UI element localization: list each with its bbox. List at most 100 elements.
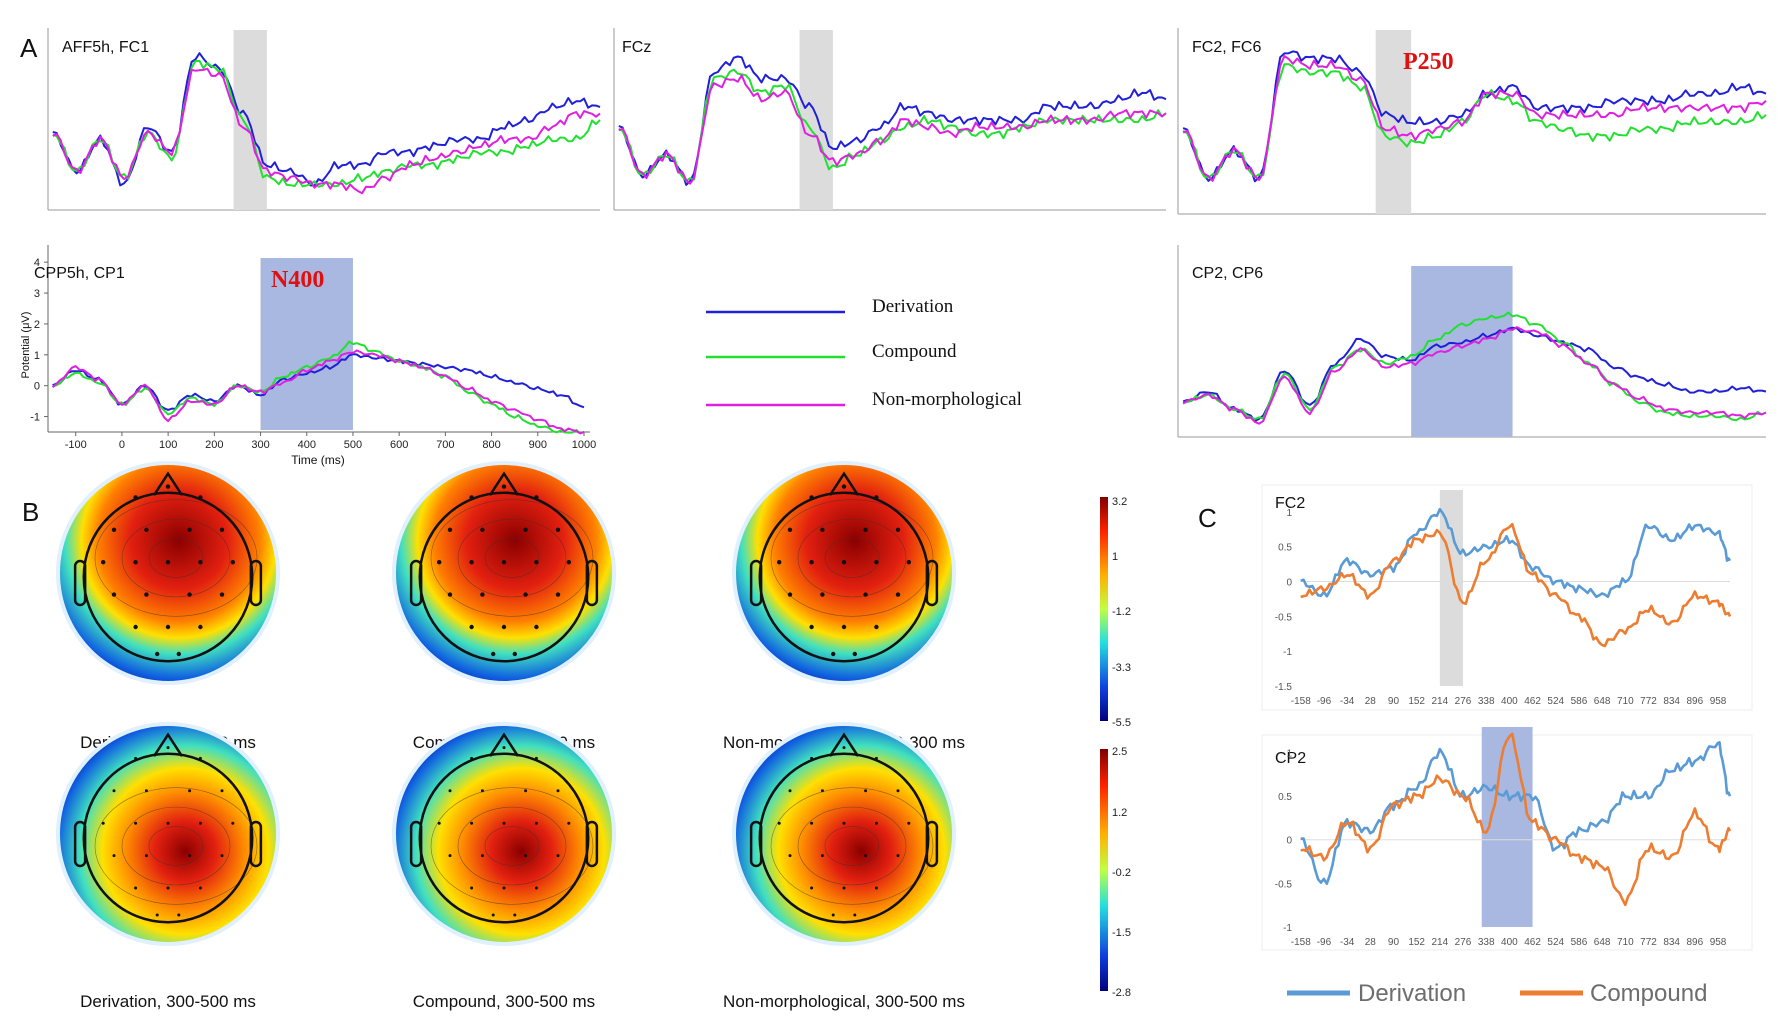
gray-window — [1375, 30, 1412, 214]
x-tick-label: 834 — [1663, 696, 1680, 707]
electrode-dot — [534, 560, 539, 565]
x-tick-label: 462 — [1524, 937, 1541, 948]
legend-label-compound: Compound — [1590, 980, 1707, 1007]
c-legend: Derivation Compound — [1287, 980, 1707, 1007]
electrode-dot — [469, 624, 474, 630]
y-tick-label: -0.5 — [1275, 612, 1293, 623]
electrode-dot — [155, 913, 159, 917]
electrode-dot — [788, 854, 792, 858]
y-tick-label: -1 — [1283, 923, 1292, 934]
x-tick-label: 1000 — [572, 439, 596, 451]
contour-line — [94, 499, 258, 617]
head-outline — [758, 491, 930, 663]
x-tick-label: 834 — [1663, 937, 1680, 948]
topomap: Non-morphological, 300-500 ms — [723, 722, 965, 1011]
plot-title: FC2 — [1275, 495, 1305, 512]
contour-line — [148, 538, 204, 578]
electrode-dot — [842, 746, 846, 750]
x-tick-label: -34 — [1340, 937, 1355, 948]
erp-plot-fcz: FCz — [613, 28, 1167, 211]
y-tick-label: 1 — [1286, 748, 1292, 759]
p250-label: P250 — [1403, 49, 1454, 75]
nose-outline — [828, 471, 860, 496]
electrode-dot — [810, 886, 814, 890]
electrode-dot — [555, 527, 561, 532]
contour-line — [770, 499, 934, 617]
electrode-dot — [863, 527, 868, 532]
electrode-dot — [556, 789, 560, 793]
x-tick-label: 276 — [1455, 696, 1472, 707]
colorbar-bottom: 2.5 1.2 -0.2 -1.5 -2.8 — [1100, 746, 1131, 999]
head-outline — [82, 491, 254, 663]
contour-line — [824, 826, 880, 866]
y-tick-label: 0.5 — [1278, 543, 1292, 554]
x-tick-label: 896 — [1687, 937, 1704, 948]
electrode-dot — [809, 624, 814, 630]
electrode-dot — [524, 854, 528, 858]
electrode-dot — [134, 821, 138, 825]
electrode-dot — [133, 495, 138, 500]
nose-outline — [488, 471, 520, 496]
panel-label-a: A — [20, 33, 38, 63]
electrode-dot — [567, 821, 571, 825]
electrode-dot — [555, 592, 561, 597]
x-tick-label: 958 — [1710, 696, 1727, 707]
contour-line — [770, 787, 934, 905]
electrode-dot — [874, 821, 878, 825]
head-outline — [418, 752, 590, 924]
electrode-dot — [502, 886, 506, 890]
colorbar-tick: -5.5 — [1112, 717, 1131, 729]
electrode-dot — [220, 789, 224, 793]
electrode-dot — [853, 913, 857, 917]
electrode-dot — [820, 789, 824, 793]
electrode-dot — [480, 527, 485, 532]
electrode-dot — [842, 886, 846, 890]
electrode-dot — [480, 592, 485, 597]
plot-title: CPP5h, CP1 — [34, 265, 125, 282]
series-line-non-morphological — [51, 349, 585, 435]
y-tick-label: 0 — [1286, 836, 1292, 847]
right-ear — [585, 559, 599, 607]
electrode-dot — [134, 756, 138, 760]
electrode-dot — [231, 821, 235, 825]
electrode-dot — [874, 560, 879, 565]
head-outline — [758, 752, 930, 924]
topomap-field — [396, 465, 612, 681]
topomap-field — [396, 726, 612, 942]
plot-title: FC2, FC6 — [1192, 39, 1261, 56]
electrode-dot — [810, 756, 814, 760]
electrode-dot — [820, 527, 825, 532]
electrode-dot — [777, 821, 781, 825]
electrode-dot — [820, 592, 825, 597]
series-line-derivation — [1300, 741, 1732, 885]
electrode-dot — [112, 789, 116, 793]
electrode-dot — [896, 789, 900, 793]
tick-group: 1 0.5 0 -0.5 -1 -1.5 -158 -96 -34 28 90 152 214 276 33… — [1275, 508, 1730, 707]
electrode-dot — [165, 560, 171, 565]
electrode-dot — [810, 821, 814, 825]
electrode-dot — [166, 821, 170, 825]
electrode-dot — [841, 624, 847, 630]
x-tick-label: 524 — [1547, 696, 1564, 707]
electrode-dot — [874, 495, 879, 500]
y-tick-label: -0.5 — [1275, 879, 1293, 890]
x-tick-label: 276 — [1455, 937, 1472, 948]
electrode-dot — [112, 854, 116, 858]
electrode-dot — [534, 495, 539, 500]
series-group — [618, 55, 1167, 186]
electrode-dot — [874, 756, 878, 760]
x-tick-label: 152 — [1408, 696, 1425, 707]
electrode-dot — [907, 821, 911, 825]
contour-line — [148, 826, 204, 866]
panel-label-c: C — [1198, 503, 1217, 533]
x-tick-label: 772 — [1640, 696, 1657, 707]
electrode-dot — [230, 560, 235, 565]
x-tick-label: 586 — [1571, 696, 1588, 707]
electrode-dot — [480, 789, 484, 793]
x-tick-label: 28 — [1365, 696, 1377, 707]
colorbar-tick: 1.2 — [1112, 807, 1127, 819]
x-tick-label: 648 — [1594, 696, 1611, 707]
electrode-dot — [491, 651, 496, 657]
topomap: Compound, 220-300 ms — [392, 461, 616, 752]
x-tick-label: 600 — [390, 439, 408, 451]
